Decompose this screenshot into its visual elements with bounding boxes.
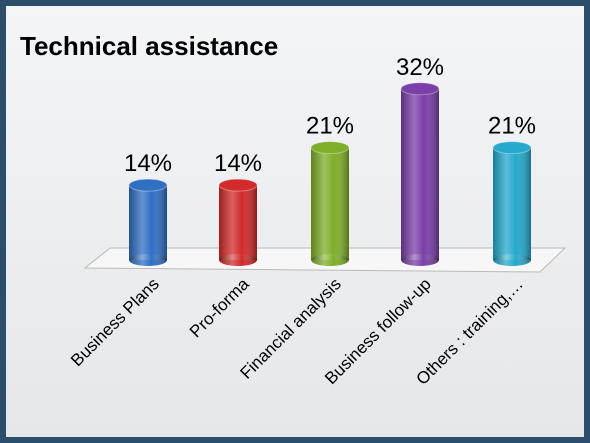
bar-shade bbox=[311, 147, 349, 260]
data-label: 14% bbox=[214, 150, 262, 177]
bar-shade-bottom bbox=[219, 254, 257, 266]
bar-shade bbox=[493, 147, 531, 260]
data-label: 32% bbox=[396, 54, 444, 81]
cylinder bbox=[310, 141, 350, 266]
cylinder bbox=[218, 178, 258, 266]
bar-shade bbox=[401, 88, 439, 260]
data-label: 21% bbox=[488, 113, 536, 140]
bar-shade-bottom bbox=[401, 254, 439, 266]
cylinder-top bbox=[128, 178, 168, 192]
cylinder-top bbox=[492, 141, 532, 155]
cylinder-top bbox=[310, 141, 350, 155]
cylinder bbox=[400, 82, 440, 266]
bar-shade bbox=[219, 185, 257, 260]
cylinder-top bbox=[400, 82, 440, 96]
chart-title: Technical assistance bbox=[20, 31, 278, 61]
data-label: 14% bbox=[124, 150, 172, 177]
cylinder-top bbox=[218, 178, 258, 192]
cylinder bbox=[128, 178, 168, 266]
data-label: 21% bbox=[306, 113, 354, 140]
bar-shade-bottom bbox=[129, 254, 167, 266]
bar-shade-bottom bbox=[493, 254, 531, 266]
bar-shade-bottom bbox=[311, 254, 349, 266]
plot-background bbox=[6, 6, 584, 437]
bar-shade bbox=[129, 185, 167, 260]
cylinder bbox=[492, 141, 532, 266]
